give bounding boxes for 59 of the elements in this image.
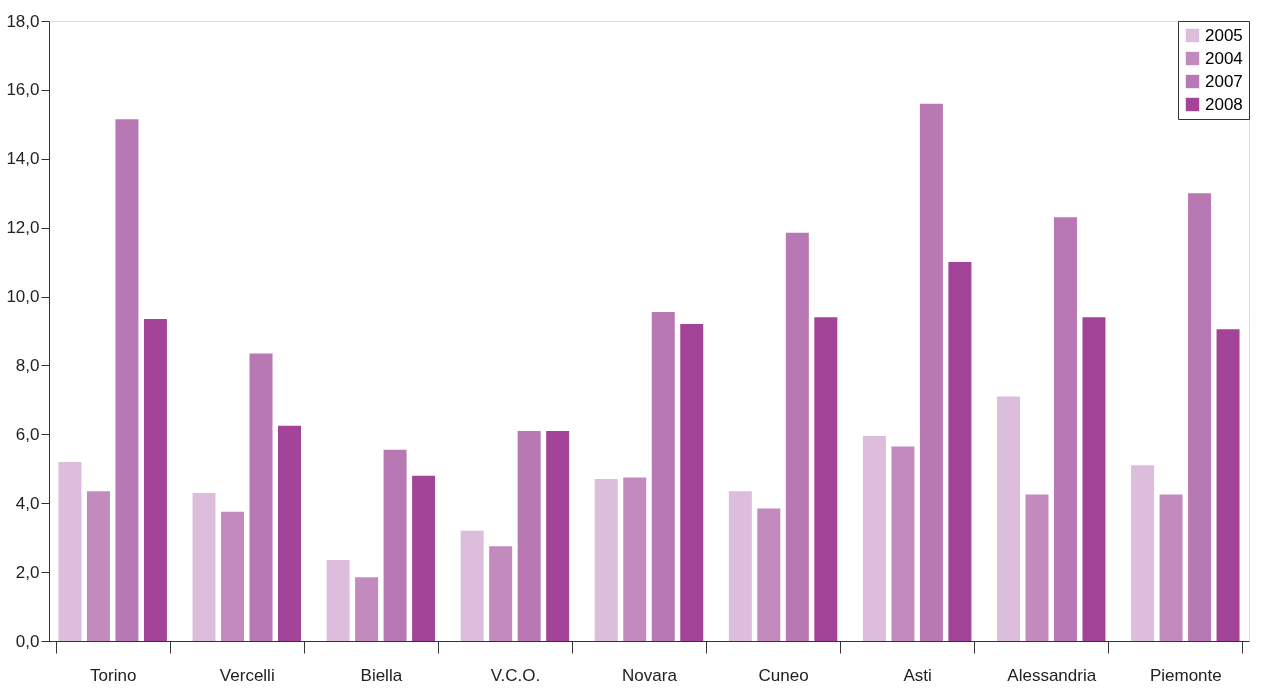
x-tick-label: Novara: [622, 665, 678, 685]
x-tick-label: Biella: [360, 665, 403, 685]
bar: [785, 232, 809, 641]
bar: [919, 103, 943, 641]
bar: [115, 119, 139, 641]
bar: [862, 436, 886, 641]
x-tick-label: Vercelli: [219, 665, 275, 685]
bar: [680, 324, 704, 641]
bar: [1159, 494, 1183, 641]
y-tick-label: 14,0: [6, 149, 40, 169]
bar: [489, 546, 513, 641]
bar: [517, 430, 541, 641]
legend-label: 2005: [1205, 25, 1243, 45]
y-tick-label: 18,0: [6, 11, 40, 31]
bar: [355, 577, 379, 641]
bar: [249, 353, 273, 641]
bar: [383, 449, 407, 641]
bar: [1131, 465, 1155, 641]
bar: [86, 491, 110, 641]
bar: [948, 262, 972, 641]
legend-label: 2007: [1205, 71, 1243, 91]
bar: [814, 317, 838, 641]
y-tick-label: 0,0: [15, 631, 40, 651]
bar: [1188, 193, 1212, 641]
bar: [651, 312, 675, 641]
bar: [412, 475, 436, 641]
bar: [278, 425, 301, 641]
legend-label: 2004: [1205, 48, 1243, 68]
bar: [326, 560, 350, 641]
bar: [1025, 494, 1049, 641]
y-tick-label: 8,0: [15, 355, 40, 375]
bar: [757, 508, 781, 641]
legend-label: 2008: [1205, 94, 1243, 114]
bar: [221, 511, 245, 641]
bar: [460, 530, 484, 641]
y-tick-label: 12,0: [6, 218, 40, 238]
y-tick-label: 4,0: [15, 493, 40, 513]
bar: [623, 477, 647, 641]
y-tick-label: 16,0: [6, 80, 40, 100]
bar: [1053, 217, 1077, 641]
x-tick-label: Alessandria: [1007, 665, 1097, 685]
x-tick-label: Torino: [90, 665, 137, 685]
bar: [1082, 317, 1106, 641]
y-tick-label: 6,0: [15, 424, 40, 444]
x-tick-label: Piemonte: [1149, 665, 1222, 685]
bar: [594, 479, 618, 641]
x-tick-label: V.C.O.: [490, 665, 541, 685]
bar: [1216, 329, 1240, 641]
bar: [192, 492, 216, 641]
bar: [891, 446, 915, 641]
bar: [997, 396, 1020, 641]
x-tick-label: Asti: [903, 665, 932, 685]
bar: [143, 318, 167, 641]
x-tick-label: Cuneo: [758, 665, 809, 685]
bar: [546, 430, 570, 641]
bar: [58, 461, 82, 641]
y-tick-label: 2,0: [15, 562, 40, 582]
bar: [728, 491, 752, 641]
y-tick-label: 10,0: [6, 287, 40, 307]
